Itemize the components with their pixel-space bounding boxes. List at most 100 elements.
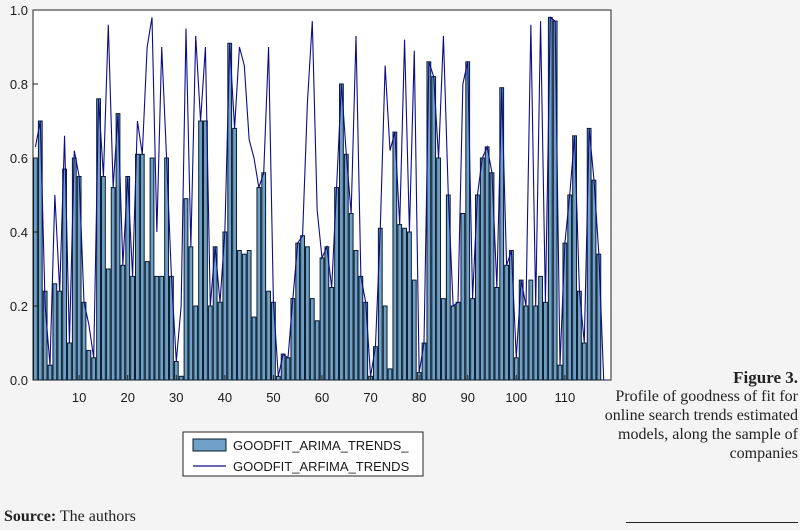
bar — [271, 301, 276, 381]
bar — [86, 349, 92, 381]
x-tick-label: 50 — [266, 390, 280, 405]
bar — [436, 157, 441, 381]
bar — [81, 301, 87, 381]
bar — [285, 357, 291, 381]
bar — [363, 301, 369, 381]
x-tick-label: 20 — [120, 390, 134, 405]
bar — [343, 153, 349, 381]
bar — [305, 246, 310, 381]
bar — [319, 257, 325, 381]
x-tick-label: 60 — [315, 390, 329, 405]
x-tick-label: 90 — [460, 390, 474, 405]
bar — [110, 187, 116, 381]
bar — [120, 264, 126, 381]
caption-rule — [626, 522, 798, 523]
bar — [91, 357, 97, 381]
bar — [484, 146, 490, 381]
figure-caption: Figure 3. Profile of goodness of fit for… — [600, 368, 798, 463]
bar — [232, 127, 237, 381]
bar — [47, 364, 53, 381]
bar — [309, 298, 315, 381]
bar — [533, 305, 539, 381]
bar — [144, 261, 150, 381]
y-tick-label: 0.8 — [10, 77, 28, 92]
bar — [237, 250, 242, 381]
legend-label-arima: GOODFIT_ARIMA_TRENDS_ — [233, 438, 409, 453]
bar — [198, 120, 203, 381]
source-text: The authors — [59, 508, 136, 525]
bar — [130, 275, 135, 381]
bar — [33, 157, 38, 381]
bar — [217, 301, 223, 381]
bar — [538, 275, 543, 381]
x-tick-label: 70 — [363, 390, 377, 405]
bar — [183, 198, 189, 381]
bar — [135, 153, 140, 381]
bar — [188, 246, 194, 381]
source-label: Source: — [4, 508, 57, 525]
bar — [324, 246, 330, 381]
bar — [494, 287, 500, 381]
legend-swatch-arima — [192, 438, 227, 452]
bar — [52, 283, 58, 381]
bar — [581, 342, 587, 381]
bar — [67, 342, 72, 381]
y-axis: 0.0 0.2 0.4 0.6 0.8 1.0 — [10, 3, 38, 388]
bar — [543, 301, 548, 381]
bar — [353, 250, 359, 381]
y-tick-label: 0.0 — [10, 373, 28, 388]
bar — [57, 290, 63, 381]
legend: GOODFIT_ARIMA_TRENDS_ GOODFIT_ARFIMA_TRE… — [182, 431, 424, 477]
bar — [139, 153, 145, 381]
bar — [392, 131, 398, 381]
bar — [275, 375, 281, 381]
arfima-line — [34, 16, 609, 381]
y-tick-label: 0.6 — [10, 151, 28, 166]
bar — [348, 213, 354, 381]
bar — [557, 364, 563, 381]
bar — [241, 253, 247, 381]
bar — [402, 227, 407, 381]
source-note: Source: The authors — [4, 508, 136, 526]
bar — [596, 253, 602, 381]
x-axis: 10 20 30 40 50 60 70 80 90 100 110 — [72, 375, 575, 405]
x-tick-label: 40 — [218, 390, 232, 405]
bar — [159, 275, 165, 381]
x-tick-label: 80 — [412, 390, 426, 405]
bar — [62, 168, 67, 381]
bar — [441, 298, 446, 381]
y-tick-label: 0.4 — [10, 225, 28, 240]
bar — [460, 213, 466, 381]
bar — [149, 157, 155, 381]
bar — [450, 305, 456, 381]
bar — [261, 172, 267, 381]
bar — [251, 316, 257, 381]
bar — [203, 120, 208, 381]
bar — [178, 375, 184, 381]
caption-text: Profile of goodness of fit for online se… — [604, 388, 798, 462]
bar — [411, 279, 417, 381]
bar — [552, 20, 558, 381]
bar — [193, 305, 199, 381]
bar — [387, 368, 393, 381]
bar — [101, 176, 106, 381]
x-tick-label: 10 — [72, 390, 86, 405]
arima-bars — [33, 16, 602, 381]
y-tick-label: 0.2 — [10, 299, 28, 314]
bar — [407, 231, 412, 381]
bar — [339, 83, 344, 381]
bar — [397, 224, 403, 381]
bar — [246, 250, 252, 381]
y-tick-label: 1.0 — [10, 3, 28, 18]
bar — [523, 305, 529, 381]
bar — [504, 264, 509, 381]
bar — [591, 179, 597, 381]
legend-label-arfima: GOODFIT_ARFIMA_TRENDS — [233, 459, 410, 474]
bar — [479, 157, 485, 381]
bar — [105, 268, 111, 381]
bar — [567, 194, 573, 381]
x-tick-label: 100 — [505, 390, 527, 405]
x-tick-label: 30 — [169, 390, 183, 405]
bar — [329, 287, 335, 381]
